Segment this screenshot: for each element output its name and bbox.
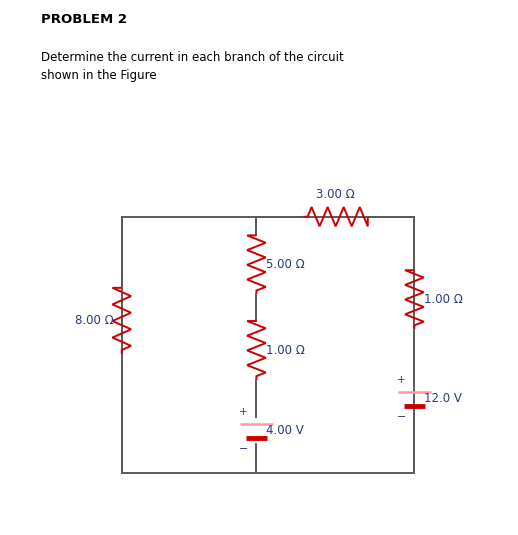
Text: 5.00 Ω: 5.00 Ω	[266, 258, 305, 271]
Text: 4.00 V: 4.00 V	[266, 424, 304, 437]
Text: +: +	[397, 375, 406, 385]
Text: Determine the current in each branch of the circuit
shown in the Figure: Determine the current in each branch of …	[41, 51, 344, 82]
Text: 8.00 Ω: 8.00 Ω	[75, 315, 114, 327]
Text: 1.00 Ω: 1.00 Ω	[266, 344, 305, 357]
Text: 12.0 V: 12.0 V	[424, 392, 462, 405]
Text: PROBLEM 2: PROBLEM 2	[41, 13, 127, 26]
Text: 1.00 Ω: 1.00 Ω	[424, 293, 463, 306]
Text: +: +	[239, 407, 248, 417]
Text: −: −	[397, 412, 406, 422]
Text: −: −	[239, 445, 248, 454]
Text: 3.00 Ω: 3.00 Ω	[316, 188, 355, 201]
